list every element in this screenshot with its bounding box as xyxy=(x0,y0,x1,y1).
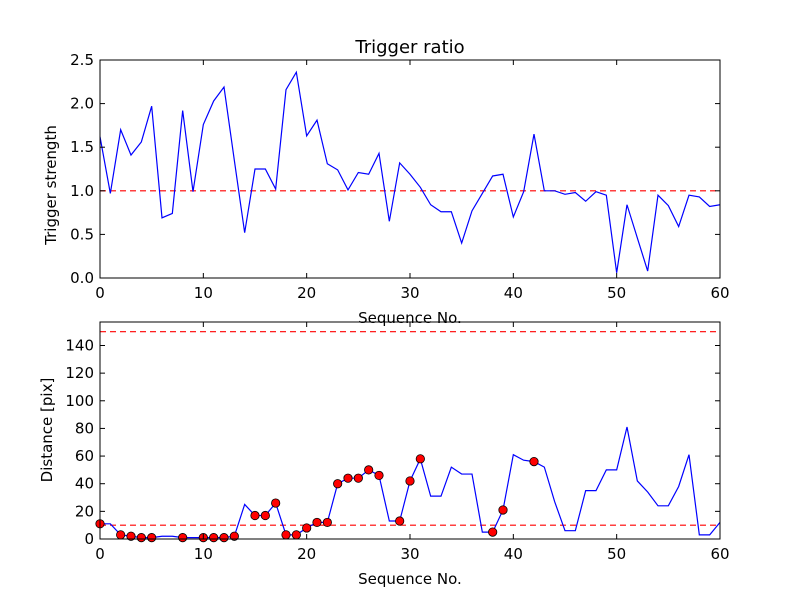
distance-ytick-label: 100 xyxy=(65,392,94,410)
trigger-ratio-ytick-label: 0.5 xyxy=(70,225,94,243)
distance-ytick-label: 120 xyxy=(65,364,94,382)
distance-panel: 0 10 20 30 40 50 60 0 20 40 60 80 100 120 140 Distance… xyxy=(38,321,730,588)
distance-xtick-label: 60 xyxy=(710,545,729,563)
distance-trigger-marker xyxy=(116,530,126,540)
trigger-ratio-ytick-label: 0.0 xyxy=(70,269,94,287)
trigger-ratio-ticks: 0 10 20 30 40 50 60 0.0 0.5 1.0 1.5 2.0 2.5 xyxy=(70,51,729,302)
trigger-ratio-xtick-label: 20 xyxy=(297,284,316,302)
distance-trigger-marker xyxy=(219,533,229,543)
trigger-ratio-ytick-label: 1.5 xyxy=(70,138,94,156)
distance-trigger-marker xyxy=(126,531,136,541)
distance-trigger-marker xyxy=(322,517,332,528)
distance-trigger-marker xyxy=(312,517,322,528)
distance-trigger-marker xyxy=(343,473,353,483)
distance-xtick-label: 20 xyxy=(297,545,316,563)
distance-trigger-marker xyxy=(415,454,425,464)
distance-ytick-label: 0 xyxy=(84,530,94,548)
distance-trigger-marker xyxy=(374,470,384,481)
distance-trigger-marker xyxy=(529,456,539,467)
trigger-ratio-xtick-label: 60 xyxy=(710,284,729,302)
distance-trigger-marker xyxy=(260,510,270,521)
distance-trigger-marker xyxy=(229,531,239,541)
trigger-ratio-ylabel: Trigger strength xyxy=(42,125,60,246)
distance-trigger-marker xyxy=(405,476,415,486)
distance-trigger-marker xyxy=(281,530,291,540)
distance-trigger-marker xyxy=(271,498,281,508)
distance-trigger-marker xyxy=(209,533,219,543)
trigger-ratio-series-line xyxy=(99,70,721,273)
distance-trigger-marker xyxy=(395,516,405,526)
distance-trigger-marker xyxy=(302,523,312,533)
distance-xtick-label: 0 xyxy=(95,545,105,563)
trigger-ratio-xtick-label: 40 xyxy=(504,284,523,302)
trigger-ratio-panel: Trigger ratio 0 10 20 30 40 50 60 0.0 0.5 1.0 1.5 2… xyxy=(42,37,730,327)
distance-xtick-label: 40 xyxy=(504,545,523,563)
distance-xtick-label: 50 xyxy=(607,545,626,563)
trigger-ratio-xtick-label: 0 xyxy=(95,284,105,302)
distance-ytick-label: 60 xyxy=(75,447,94,465)
distance-trigger-marker xyxy=(353,473,363,483)
distance-ylabel: Distance [pix] xyxy=(38,378,56,483)
trigger-ratio-ytick-label: 1.0 xyxy=(70,182,94,200)
distance-ytick-label: 40 xyxy=(75,475,94,493)
distance-trigger-marker xyxy=(498,505,508,515)
trigger-ratio-xtick-label: 10 xyxy=(194,284,213,302)
trigger-ratio-xtick-label: 50 xyxy=(607,284,626,302)
distance-trigger-marker xyxy=(147,533,157,543)
distance-ytick-label: 20 xyxy=(75,502,94,520)
trigger-ratio-plot-area xyxy=(99,70,721,273)
distance-ytick-label: 140 xyxy=(65,336,94,354)
distance-xlabel: Sequence No. xyxy=(358,570,462,588)
distance-plot-area xyxy=(95,331,721,543)
distance-trigger-marker xyxy=(488,527,498,537)
chart-title: Trigger ratio xyxy=(354,37,464,58)
distance-trigger-marker xyxy=(136,533,146,543)
distance-ytick-label: 80 xyxy=(75,419,94,437)
distance-trigger-marker xyxy=(178,533,188,543)
trigger-ratio-ytick-label: 2.0 xyxy=(70,95,94,113)
distance-xtick-label: 30 xyxy=(400,545,419,563)
trigger-ratio-ytick-label: 2.5 xyxy=(70,51,94,69)
trigger-ratio-xtick-label: 30 xyxy=(400,284,419,302)
distance-trigger-marker xyxy=(333,479,343,489)
distance-ticks: 0 10 20 30 40 50 60 0 20 40 60 80 100 120 140 xyxy=(65,322,730,563)
distance-trigger-marker xyxy=(364,465,374,475)
distance-trigger-marker xyxy=(250,510,260,521)
distance-trigger-marker xyxy=(291,530,301,540)
distance-xtick-label: 10 xyxy=(194,545,213,563)
